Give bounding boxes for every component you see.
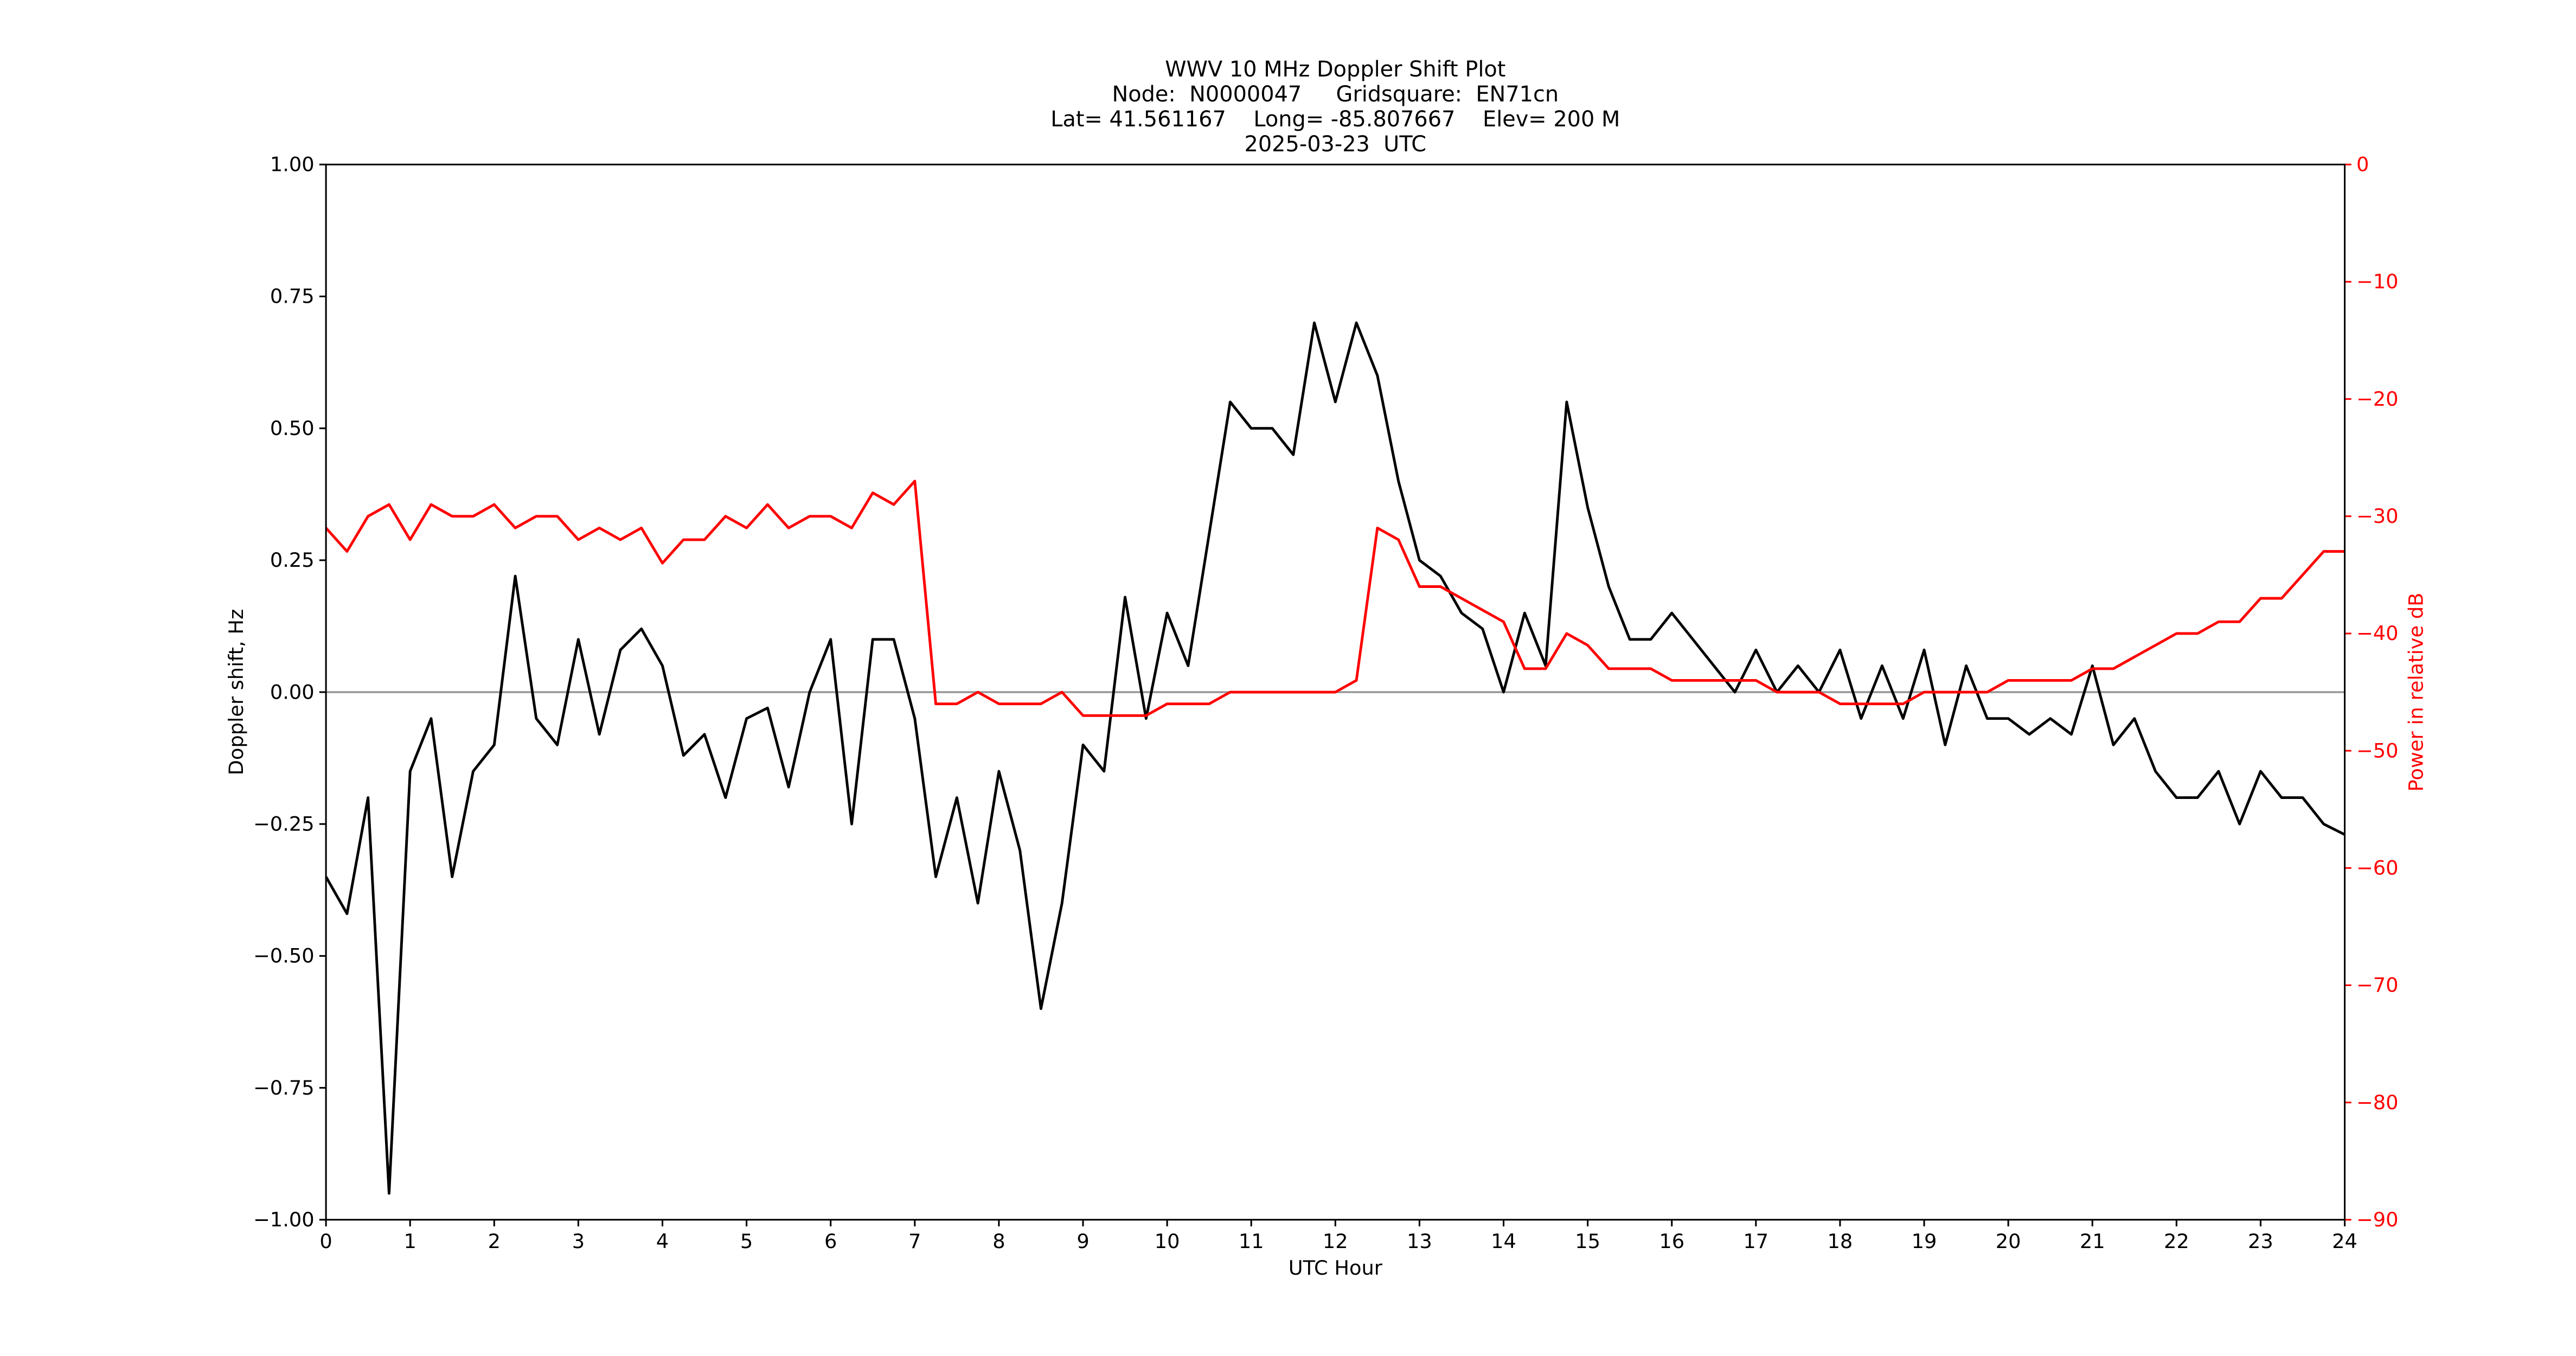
y-tick-label: 0.75 — [270, 285, 315, 308]
y2-tick-label: −40 — [2356, 622, 2399, 645]
y-tick-label: 0.50 — [270, 417, 315, 440]
series-line — [325, 479, 2345, 717]
y-tick-label: 0.25 — [270, 548, 315, 572]
y2-tick-label: −70 — [2356, 974, 2399, 997]
x-tick-label: 16 — [1659, 1230, 1684, 1253]
x-tick-label: 24 — [2332, 1230, 2357, 1253]
y-tick-label: −0.75 — [253, 1076, 315, 1099]
x-tick-label: 5 — [740, 1230, 753, 1253]
plot-frame — [325, 163, 2346, 1221]
x-tick-label: 21 — [2080, 1230, 2105, 1253]
y2-tick-label: −20 — [2356, 387, 2399, 411]
y-tick-label: −1.00 — [253, 1208, 315, 1231]
series-line — [324, 321, 2346, 1195]
x-tick-label: 1 — [404, 1230, 416, 1253]
y2-axis-label: Power in relative dB — [2405, 593, 2428, 792]
y2-tick-label: −10 — [2356, 270, 2399, 293]
x-tick-label: 3 — [572, 1230, 585, 1253]
x-tick-label: 13 — [1407, 1230, 1432, 1253]
x-tick-label: 6 — [824, 1230, 837, 1253]
x-tick-label: 8 — [992, 1230, 1005, 1253]
y-tick-label: −0.25 — [253, 812, 315, 835]
x-tick-label: 7 — [908, 1230, 921, 1253]
x-tick-label: 17 — [1743, 1230, 1768, 1253]
y2-tick-label: −60 — [2356, 856, 2399, 880]
x-tick-label: 23 — [2248, 1230, 2273, 1253]
x-tick-label: 9 — [1076, 1230, 1089, 1253]
y2-tick-label: −30 — [2356, 504, 2399, 528]
x-tick-label: 14 — [1491, 1230, 1516, 1253]
x-tick-label: 2 — [488, 1230, 501, 1253]
x-tick-label: 10 — [1155, 1230, 1180, 1253]
chart-title: 2025-03-23 UTC — [1245, 132, 1427, 157]
y2-tick-label: −90 — [2356, 1208, 2399, 1231]
x-tick-label: 15 — [1575, 1230, 1600, 1253]
x-tick-label: 19 — [1912, 1230, 1937, 1253]
chart-title: WWV 10 MHz Doppler Shift Plot — [1165, 57, 1505, 82]
y2-tick-label: 0 — [2356, 153, 2369, 176]
x-tick-label: 0 — [319, 1230, 332, 1253]
y-tick-label: −0.50 — [253, 944, 315, 968]
x-tick-label: 4 — [656, 1230, 669, 1253]
y-axis-label: Doppler shift, Hz — [225, 609, 248, 776]
x-tick-label: 22 — [2164, 1230, 2189, 1253]
y-tick-label: 1.00 — [270, 153, 315, 176]
x-tick-label: 12 — [1323, 1230, 1348, 1253]
y2-tick-label: −50 — [2356, 739, 2399, 762]
chart-title: Node: N0000047 Gridsquare: EN71cn — [1112, 82, 1559, 107]
x-tick-label: 11 — [1239, 1230, 1264, 1253]
x-tick-label: 18 — [1828, 1230, 1853, 1253]
y2-tick-label: −80 — [2356, 1091, 2399, 1114]
x-tick-label: 20 — [1996, 1230, 2021, 1253]
x-axis-label: UTC Hour — [1289, 1256, 1383, 1280]
y-tick-label: 0.00 — [270, 680, 315, 703]
chart-title: Lat= 41.561167 Long= -85.807667 Elev= 20… — [1050, 107, 1620, 132]
